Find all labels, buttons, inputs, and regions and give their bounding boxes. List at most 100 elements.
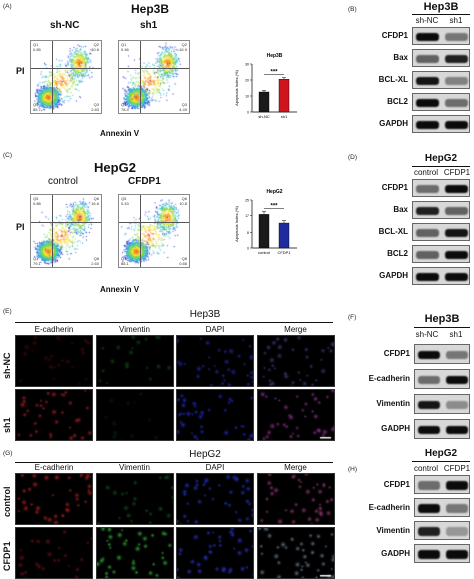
blot-h-row-2 xyxy=(414,521,470,540)
panel-label-c: (C) xyxy=(3,152,13,159)
flowA2-q3-value: 4.49 xyxy=(179,107,187,112)
blot-b-row-1 xyxy=(412,49,470,67)
flowA2-gate-vertical xyxy=(140,41,141,113)
bar-a-tick-label: 10 xyxy=(245,95,249,99)
blot-b-row-3 xyxy=(412,93,470,111)
bar-c-tick-label: 8 xyxy=(247,231,249,235)
bar-a-significance: *** xyxy=(270,70,278,76)
grid-e-image-1-0-pixels xyxy=(16,390,92,440)
blot-d-label-2: BCL-XL xyxy=(378,227,408,236)
blot-d-label-4: GAPDH xyxy=(379,271,408,280)
flowC2-density xyxy=(119,195,189,267)
flow-plot-c2: Q5 0.43 Q6 10.8 Q7 88.1 Q8 0.66 xyxy=(118,194,190,268)
flowA2-q2-value: 16.9 xyxy=(179,47,187,52)
grid-g-image-0-0-pixels xyxy=(16,474,92,524)
blot-d-label-1: Bax xyxy=(393,205,408,214)
panel-h-title: HepG2 xyxy=(424,448,458,459)
grid-g-col-1: Vimentin xyxy=(119,463,150,472)
blot-h-label-1: E-cadherin xyxy=(368,502,410,512)
bar-c-ylabel: Apoptosis Index (%) xyxy=(234,205,239,241)
panel-label-g: (G) xyxy=(3,450,13,457)
blot-b-label-4: GAPDH xyxy=(379,119,408,128)
flowA2-density xyxy=(119,41,189,113)
flowA1-gate-horizontal xyxy=(31,68,101,70)
panel-d-title: HepG2 xyxy=(424,153,458,164)
panel-a-y-axis-label: PI xyxy=(16,66,25,76)
bar-c-tick-label: 0 xyxy=(247,247,249,251)
flowA1-q1-value: 0.85 xyxy=(33,47,41,52)
panel-a-group-1: sh-NC xyxy=(50,20,80,31)
blot-b-band-1-0 xyxy=(416,55,439,63)
blot-h-label-2: Vimentin xyxy=(376,525,410,535)
panel-label-h: (H) xyxy=(348,466,358,473)
panel-f-title: Hep3B xyxy=(424,313,460,325)
flowA1-q3-label: Q3 xyxy=(93,102,99,107)
flowC2-q1-label: Q5 xyxy=(121,196,127,201)
panel-a-title: Hep3B xyxy=(130,2,169,16)
grid-g-row-1: CFDP1 xyxy=(2,541,12,571)
bar-chart-a: Hep3B Apoptosis Index (%) 0 10 20 30 sh-NC sh1 *… xyxy=(234,53,297,119)
grid-g-image-0-2 xyxy=(176,473,254,525)
flowC1-density xyxy=(31,195,101,267)
panel-h-rule xyxy=(412,461,470,462)
blot-d-row-2 xyxy=(412,223,470,241)
grid-e-image-1-0 xyxy=(15,389,93,441)
flowC2-q2-label: Q6 xyxy=(181,196,187,201)
flowA1-q4-label: Q4 xyxy=(33,102,39,107)
panel-f-rule xyxy=(414,327,470,328)
flowC1-gate-horizontal xyxy=(31,222,101,224)
bar-c-1 xyxy=(278,222,290,249)
blot-f-label-3: GADPH xyxy=(381,424,410,433)
panel-c-title: HepG2 xyxy=(94,160,136,175)
blot-f-row-3 xyxy=(414,419,470,439)
bar-a-tick-label: 30 xyxy=(245,63,249,67)
panel-c-x-axis-label: Annexin V xyxy=(100,285,140,294)
grid-g-image-1-1-pixels xyxy=(96,528,173,578)
blot-b-row-2 xyxy=(412,71,470,89)
grid-g-image-1-0 xyxy=(15,527,93,579)
grid-g-row-0: control xyxy=(2,486,12,518)
flowC2-q3-value: 0.66 xyxy=(179,261,187,266)
bar-a-tick-label: 0 xyxy=(247,111,249,115)
grid-g-image-1-0-pixels xyxy=(16,528,92,578)
grid-g-image-0-1-pixels xyxy=(96,474,173,524)
blot-b-label-0: CFDP1 xyxy=(381,31,408,40)
bar-a-category-1: sh1 xyxy=(281,114,288,119)
flowC2-q3-label: Q8 xyxy=(181,256,187,261)
grid-e-image-0-1-pixels xyxy=(96,336,173,386)
blot-f-label-1: E-cadherin xyxy=(368,374,410,383)
bar-c-category-0: control xyxy=(258,250,270,255)
grid-e-col-1: Vimentin xyxy=(119,325,150,334)
blot-d-band-3-0 xyxy=(416,251,439,259)
blot-f-band-0-1 xyxy=(446,350,468,360)
flowA2-q4-value: 78.4 xyxy=(121,107,129,112)
blot-b-label-3: BCL2 xyxy=(387,97,408,106)
blot-f-band-2-0 xyxy=(418,400,440,410)
flowC1-q1-value: 0.88 xyxy=(33,201,41,206)
flowA2-q4-label: Q4 xyxy=(121,102,127,107)
flowC2-gate-horizontal xyxy=(119,222,189,224)
flowA1-q1-label: Q1 xyxy=(33,42,39,47)
grid-g-col-0: E-cadherin xyxy=(34,463,74,472)
blot-f-band-1-0 xyxy=(418,375,440,385)
flowA1-q3-value: 2.83 xyxy=(91,107,99,112)
flowC1-q3-label: Q8 xyxy=(93,256,99,261)
flowA2-gate-horizontal xyxy=(119,68,189,70)
grid-g-image-0-2-pixels xyxy=(177,474,253,524)
blot-b-band-3-0 xyxy=(416,99,439,107)
bar-c-title: HepG2 xyxy=(266,189,282,195)
grid-g-image-0-0 xyxy=(15,473,93,525)
blot-f-band-3-0 xyxy=(418,425,440,435)
grid-e-image-0-0-pixels xyxy=(16,336,92,386)
blot-b-band-4-1 xyxy=(445,121,468,129)
blot-h-band-2-0 xyxy=(418,527,440,536)
blot-f-band-0-0 xyxy=(418,350,440,360)
grid-g-image-0-3 xyxy=(256,473,335,525)
grid-e-image-1-3 xyxy=(256,389,335,441)
blot-f-label-2: Vimentin xyxy=(376,399,410,408)
bar-c-category-1: CFDP1 xyxy=(277,250,291,255)
flowA1-density xyxy=(31,41,101,113)
grid-g-image-1-2-pixels xyxy=(177,528,253,578)
flowC2-q1-value: 0.43 xyxy=(121,201,129,206)
grid-e-image-1-2 xyxy=(176,389,254,441)
